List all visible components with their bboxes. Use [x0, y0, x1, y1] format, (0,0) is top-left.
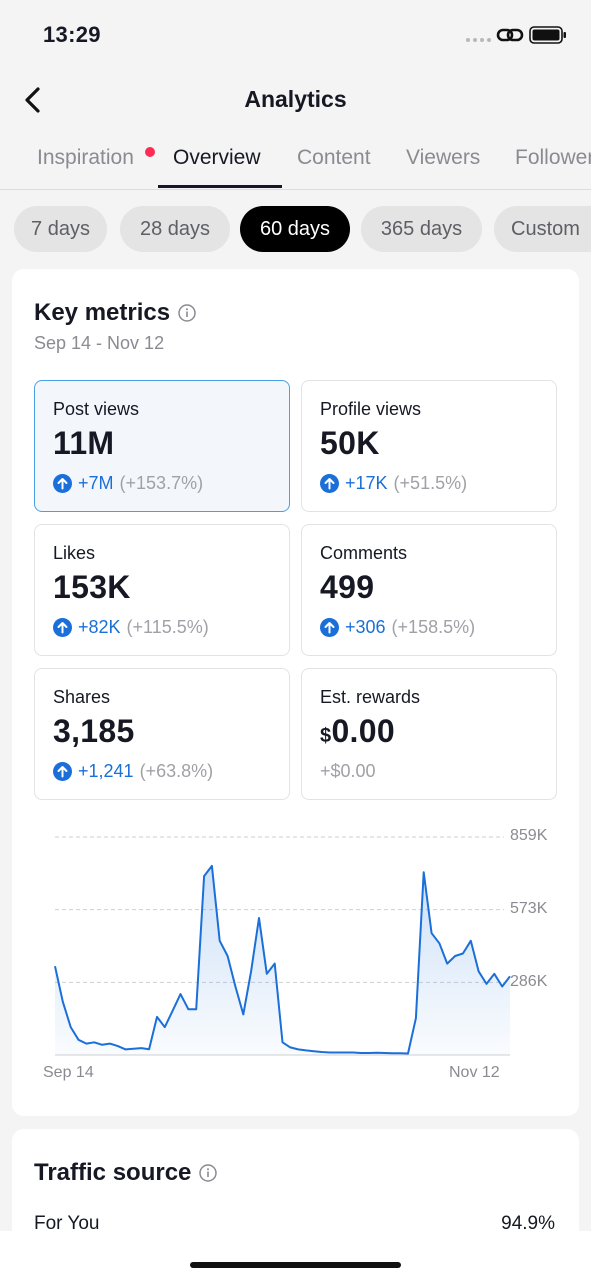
link-icon — [496, 28, 524, 42]
metric-change: +$0.00 — [320, 761, 376, 782]
metric-profile-views[interactable]: Profile views 50K +17K (+51.5%) — [301, 380, 557, 512]
traffic-source-label: For You — [34, 1213, 100, 1231]
arrow-up-circle-icon — [53, 474, 72, 493]
y-tick-label: 573K — [510, 900, 548, 917]
battery-icon — [529, 26, 566, 44]
arrow-up-circle-icon — [320, 474, 339, 493]
x-tick-label: Sep 14 — [43, 1064, 94, 1081]
tab-content[interactable]: Content — [297, 146, 371, 169]
arrow-up-circle-icon — [53, 618, 72, 637]
x-tick-label: Nov 12 — [449, 1064, 500, 1081]
range-chip-60-days[interactable]: 60 days — [240, 206, 350, 252]
metric-change: +17K (+51.5%) — [320, 473, 467, 494]
metric-likes[interactable]: Likes 153K +82K (+115.5%) — [34, 524, 290, 656]
y-tick-label: 859K — [510, 827, 548, 844]
change-value: +7M — [78, 473, 114, 493]
metric-label: Shares — [53, 687, 111, 707]
metric-value: 3,185 — [53, 713, 135, 749]
range-chip-365-days[interactable]: 365 days — [361, 206, 482, 252]
chart-area — [55, 865, 510, 1055]
metric-change: +82K (+115.5%) — [53, 617, 209, 638]
tab-overview[interactable]: Overview — [173, 146, 261, 169]
chart-svg — [54, 836, 511, 1056]
date-range-selector: 7 days 28 days 60 days 365 days Custom — [0, 206, 591, 254]
range-chip-28-days[interactable]: 28 days — [120, 206, 230, 252]
metric-value: $0.00 — [320, 713, 395, 750]
metric-label: Est. rewards — [320, 687, 421, 707]
change-value: +$0.00 — [320, 761, 376, 781]
status-time: 13:29 — [43, 22, 101, 47]
metric-value: 499 — [320, 569, 375, 605]
change-percent: (+153.7%) — [119, 473, 204, 493]
metric-post-views[interactable]: Post views 11M +7M (+153.7%) — [34, 380, 290, 512]
home-indicator-area — [0, 1231, 591, 1280]
tab-viewers[interactable]: Viewers — [406, 146, 481, 169]
metric-label: Comments — [320, 543, 408, 563]
arrow-up-circle-icon — [320, 618, 339, 637]
metric-change: +306 (+158.5%) — [320, 617, 475, 638]
home-indicator — [190, 1262, 401, 1268]
traffic-source-card: Traffic source For You 94.9% — [12, 1129, 579, 1231]
notification-dot — [145, 147, 155, 157]
change-value: +82K — [78, 617, 121, 637]
date-range-label: Sep 14 - Nov 12 — [34, 333, 165, 353]
currency-symbol: $ — [320, 725, 332, 747]
metric-value: 153K — [53, 569, 131, 605]
key-metrics-card: Key metrics Sep 14 - Nov 12 Post views 1… — [12, 269, 579, 1116]
metric-comments[interactable]: Comments 499 +306 (+158.5%) — [301, 524, 557, 656]
page-title: Analytics — [244, 86, 347, 112]
change-value: +306 — [345, 617, 386, 637]
app-header: Analytics — [0, 70, 591, 130]
metric-est-rewards[interactable]: Est. rewards $0.00 +$0.00 — [301, 668, 557, 800]
traffic-source-title: Traffic source — [34, 1159, 192, 1186]
change-value: +17K — [345, 473, 388, 493]
info-icon[interactable] — [199, 1164, 218, 1182]
chart-line — [54, 864, 511, 1055]
info-icon[interactable] — [178, 304, 196, 322]
tab-inspiration[interactable]: Inspiration — [37, 146, 134, 169]
metric-label: Likes — [53, 543, 96, 563]
metric-change: +7M (+153.7%) — [53, 473, 203, 494]
change-percent: (+63.8%) — [139, 761, 214, 781]
signal-dots-icon — [466, 38, 491, 42]
active-tab-indicator — [158, 185, 282, 188]
change-value: +1,241 — [78, 761, 134, 781]
traffic-source-heading: Traffic source — [34, 1159, 218, 1187]
metric-value: 50K — [320, 425, 380, 461]
range-chip-7-days[interactable]: 7 days — [14, 206, 107, 252]
chevron-left-icon — [25, 87, 40, 113]
metric-change: +1,241 (+63.8%) — [53, 761, 213, 782]
metric-shares[interactable]: Shares 3,185 +1,241 (+63.8%) — [34, 668, 290, 800]
traffic-source-value: 94.9% — [501, 1213, 555, 1231]
metric-label: Post views — [53, 399, 140, 419]
change-percent: (+51.5%) — [393, 473, 468, 493]
tab-followers[interactable]: Followers — [515, 146, 591, 169]
metric-label: Profile views — [320, 399, 422, 419]
y-tick-label: 286K — [510, 973, 548, 990]
metric-value-number: 0.00 — [331, 713, 395, 749]
status-bar: 13:29 — [0, 0, 591, 70]
post-views-chart: 859K 573K 286K Sep 14 Nov 12 — [34, 821, 574, 1091]
change-percent: (+158.5%) — [391, 617, 476, 637]
analytics-tabs: Inspiration Overview Content Viewers Fol… — [0, 132, 591, 190]
range-chip-custom[interactable]: Custom — [494, 206, 591, 252]
change-percent: (+115.5%) — [126, 617, 209, 637]
key-metrics-heading: Key metrics — [34, 299, 196, 327]
metric-value: 11M — [53, 425, 115, 461]
arrow-up-circle-icon — [53, 762, 72, 781]
back-button[interactable] — [18, 84, 48, 116]
key-metrics-title: Key metrics — [34, 299, 171, 326]
